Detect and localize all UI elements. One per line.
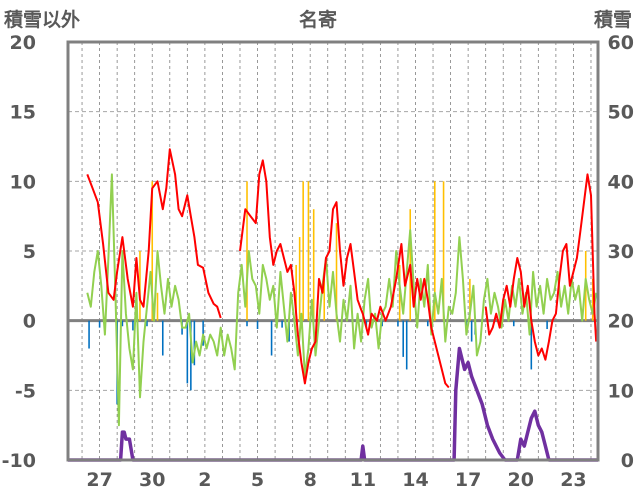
yellow-bar [156, 292, 159, 321]
line-series [68, 148, 598, 462]
blue-bar [270, 320, 273, 356]
right-axis-label: 積雪 [594, 8, 632, 31]
series-line [239, 159, 450, 389]
left-tick-label: 20 [10, 32, 36, 54]
blue-bar [190, 320, 192, 391]
yellow-bar [591, 278, 594, 321]
x-tick-label: 17 [455, 469, 481, 491]
blue-bar [146, 320, 148, 327]
x-tick-label: 30 [139, 469, 165, 491]
yellow-bar [151, 181, 154, 321]
right-tick-label: 60 [608, 32, 634, 54]
blue-bar [397, 320, 399, 327]
right-tick-label: 50 [608, 102, 634, 124]
x-tick-label: 23 [560, 469, 586, 491]
right-tick-label: 20 [608, 311, 634, 333]
blue-bar [256, 320, 259, 330]
yellow-bar [469, 278, 471, 321]
blue-bar [546, 320, 548, 330]
blue-bar [281, 320, 283, 328]
left-tick-label: 10 [10, 171, 36, 193]
yellow-bar [312, 209, 315, 321]
series-line [68, 346, 598, 462]
blue-bar [402, 320, 404, 357]
yellow-bar [433, 181, 436, 321]
yellow-bar [335, 223, 338, 321]
blue-bar [512, 320, 515, 327]
yellow-bar [246, 181, 248, 321]
x-tick-label: 20 [508, 469, 534, 491]
yellow-bar [307, 181, 310, 321]
blue-bar [121, 320, 124, 327]
series-line [86, 148, 222, 319]
blue-bar [405, 320, 408, 370]
plot-frame [66, 40, 600, 462]
right-tick-label: 30 [608, 241, 634, 263]
blue-bar [98, 320, 101, 328]
right-tick-label: 10 [608, 380, 634, 402]
yellow-bar [323, 278, 326, 321]
blue-bar [246, 320, 248, 327]
blue-bar [381, 320, 383, 327]
axis-ticks: -10 -5 0 5 10 15 20 0 10 20 30 40 50 60 27 30 2 5 8 11 14 17 2… [2, 32, 634, 491]
yellow-bar [442, 181, 445, 321]
left-tick-label: 5 [23, 241, 36, 263]
chart-title: 名寄 [299, 8, 337, 31]
left-axis-label: 積雪以外 [4, 8, 80, 31]
x-tick-label: 11 [350, 469, 376, 491]
x-tick-label: 27 [86, 469, 112, 491]
left-tick-label: -10 [2, 450, 36, 472]
series-line [484, 173, 598, 361]
x-tick-label: 2 [198, 469, 211, 491]
x-tick-label: 8 [304, 469, 317, 491]
yellow-bar [302, 181, 304, 321]
plot-border [66, 40, 600, 462]
right-tick-label: 40 [608, 171, 634, 193]
blue-bar [193, 320, 196, 366]
left-tick-label: 15 [10, 102, 36, 124]
blue-bar [88, 320, 90, 349]
right-tick-label: 0 [621, 450, 634, 472]
yellow-bar [139, 251, 141, 321]
x-tick-label: 14 [402, 469, 428, 491]
blue-bar [161, 320, 164, 356]
yellow-bar [295, 264, 297, 321]
blue-bar [186, 320, 189, 384]
blue-bar [426, 320, 429, 327]
yellow-bar [298, 237, 301, 321]
blue-bar [470, 320, 473, 342]
x-tick-label: 5 [251, 469, 264, 491]
series-line [86, 173, 598, 427]
left-tick-label: -5 [15, 380, 36, 402]
plot-gridlines [68, 42, 598, 460]
blue-bar [202, 320, 204, 346]
left-tick-label: 0 [23, 311, 36, 333]
blue-bar [132, 320, 134, 331]
blue-bar [530, 320, 533, 370]
